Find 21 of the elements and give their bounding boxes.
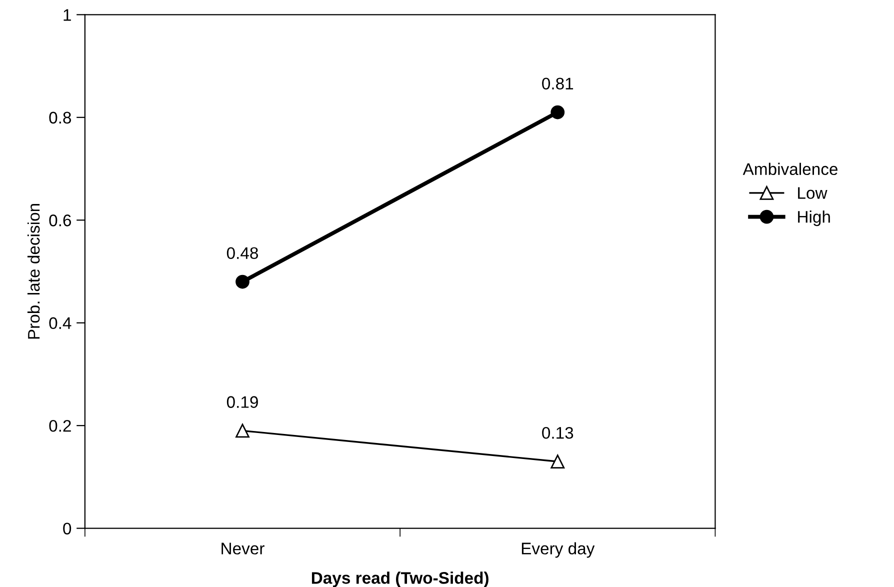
data-label: 0.81 (542, 78, 574, 90)
y-tick-label: 0.8 (49, 112, 72, 124)
data-label: 0.48 (226, 247, 258, 260)
point (236, 274, 250, 289)
legend-title: Ambivalence (742, 162, 838, 176)
data-label: 0.13 (542, 426, 574, 439)
y-tick-label: 0.2 (49, 420, 71, 432)
x-axis-title: Days read (Two-Sided) (312, 572, 488, 587)
y-tick-label: 0 (63, 522, 72, 535)
x-tick-label: Every day (522, 542, 595, 558)
y-tick-label: 0.4 (49, 317, 72, 330)
point (236, 424, 250, 438)
y-tick-label: 1 (64, 9, 71, 21)
point (550, 105, 565, 120)
x-tick-label: Never (222, 542, 264, 554)
data-label: 0.19 (226, 396, 258, 408)
y-axis-title: Prob. late decision (27, 204, 40, 339)
legend-label: High (798, 210, 830, 226)
legend-label: Low (798, 187, 828, 199)
point (550, 454, 565, 468)
y-tick-label: 0.6 (49, 214, 72, 226)
